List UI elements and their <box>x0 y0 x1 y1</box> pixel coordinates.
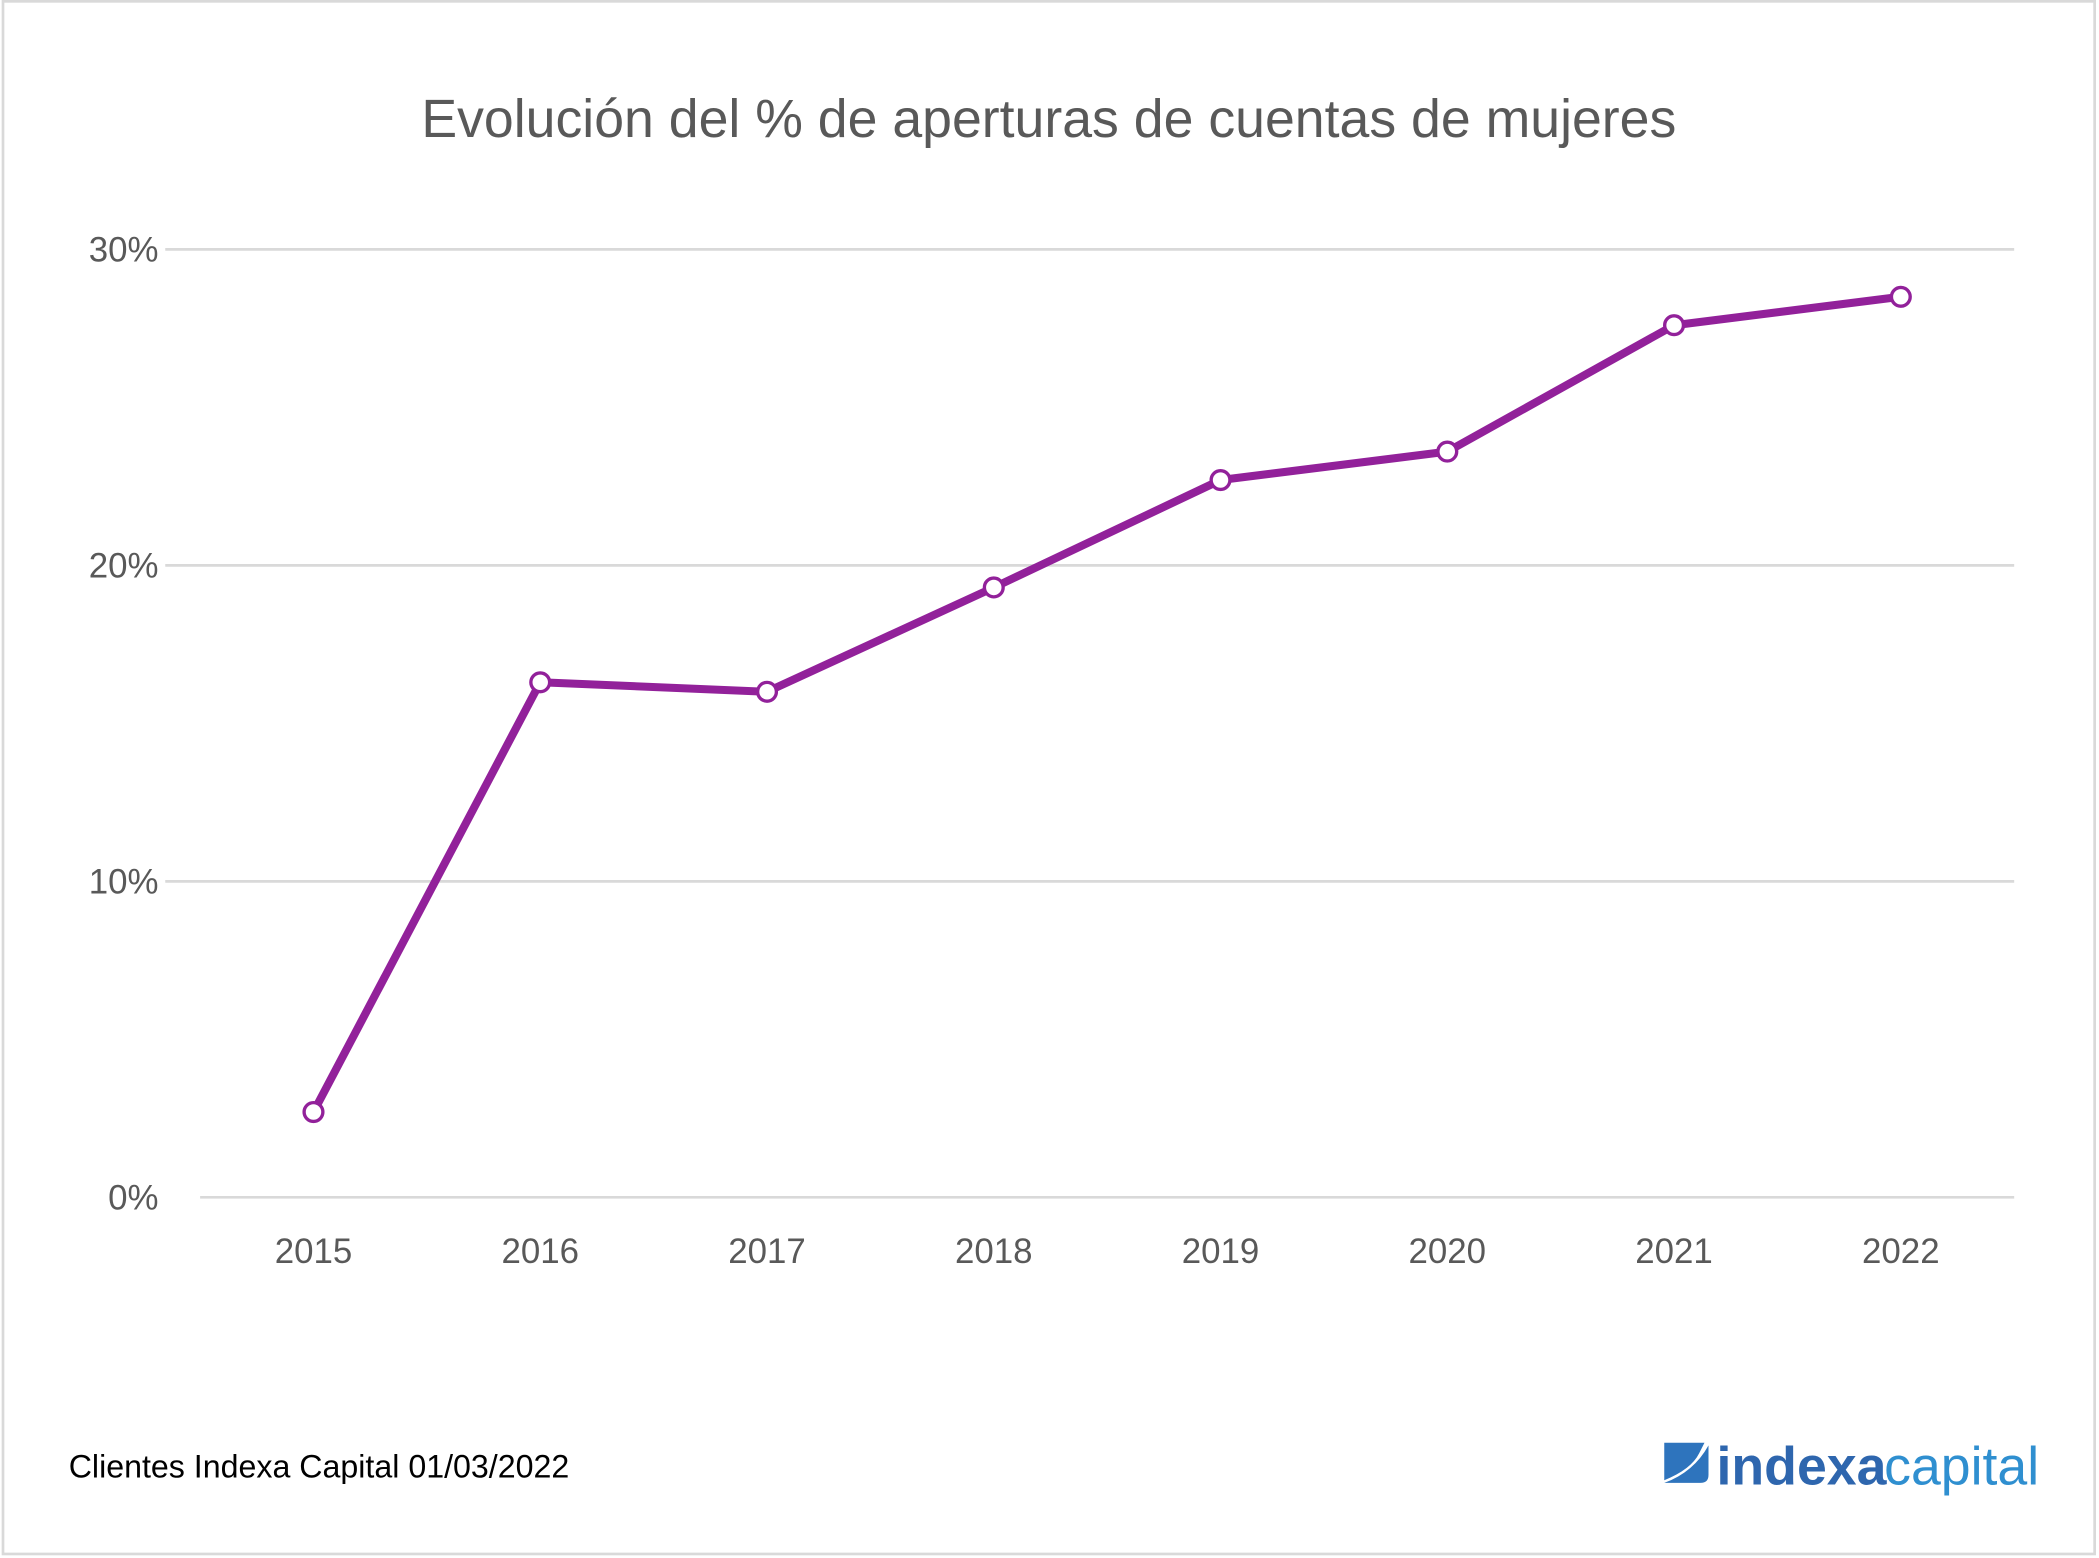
y-axis-ticks: 0% 10% 20% 30% <box>89 230 159 1217</box>
y-tick-label: 10% <box>89 862 159 901</box>
data-point-2019 <box>1209 468 1232 492</box>
series-line-path <box>309 292 1902 1114</box>
source-note: Clientes Indexa Capital 01/03/2022 <box>69 1449 570 1485</box>
x-tick-label: 2016 <box>501 1232 579 1271</box>
x-tick-label: 2017 <box>728 1232 806 1271</box>
y-tick-label: 30% <box>89 230 159 269</box>
indexa-capital-logo: indexa capital <box>1664 1436 2039 1496</box>
y-tick-label: 20% <box>89 546 159 585</box>
data-point-2020 <box>1436 440 1459 463</box>
x-tick-label: 2022 <box>1862 1232 1940 1271</box>
data-point-2021 <box>1662 314 1686 337</box>
x-tick-label: 2020 <box>1409 1232 1487 1271</box>
data-point-2022 <box>1889 285 1912 308</box>
x-tick-label: 2018 <box>955 1232 1033 1271</box>
y-tick-label: 0% <box>108 1178 158 1217</box>
chart-title: Evolución del % de aperturas de cuentas … <box>421 89 1676 149</box>
logo-mark-icon <box>1664 1442 1705 1481</box>
data-point-2017 <box>755 680 779 703</box>
x-tick-label: 2021 <box>1635 1232 1713 1271</box>
gridlines <box>165 248 2015 1199</box>
data-point-2015 <box>302 1100 325 1124</box>
x-axis-ticks: 2015 2016 2017 2018 2019 2020 2021 2022 <box>275 1232 1940 1271</box>
data-point-2018 <box>982 576 1005 599</box>
svg-text:indexa: indexa <box>1717 1436 1888 1496</box>
series-line <box>302 285 1912 1124</box>
data-point-2016 <box>529 671 552 694</box>
svg-text:capital: capital <box>1884 1436 2039 1496</box>
x-tick-label: 2015 <box>275 1232 353 1271</box>
x-tick-label: 2019 <box>1182 1232 1260 1271</box>
